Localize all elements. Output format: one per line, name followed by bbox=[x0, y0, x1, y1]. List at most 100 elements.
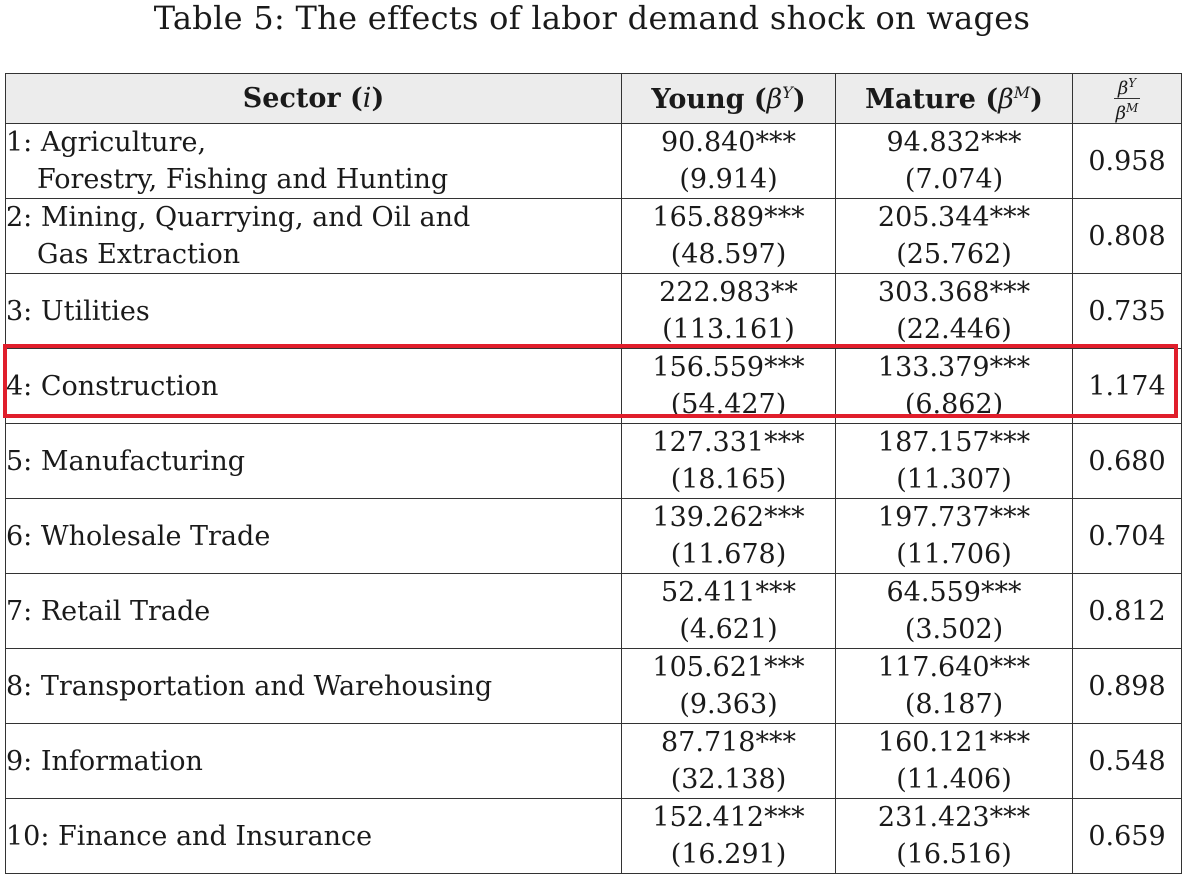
header-row: Sector (i) Young (βY) Mature (βM) βY βM bbox=[5, 73, 1182, 124]
young-coefficient: 127.331*** bbox=[652, 427, 805, 458]
mature-std-error: (6.862) bbox=[904, 389, 1004, 420]
young-coefficient: 90.840*** bbox=[661, 127, 796, 158]
young-coef-cell: 127.331*** (18.165) bbox=[621, 423, 836, 499]
mature-coef-cell: 133.379*** (6.862) bbox=[835, 348, 1073, 424]
young-coefficient: 152.412*** bbox=[652, 802, 805, 833]
table-row: 4: Construction 156.559*** (54.427) 133.379… bbox=[5, 348, 1182, 424]
young-std-error: (32.138) bbox=[670, 764, 787, 795]
header-ratio: βY βM bbox=[1072, 73, 1182, 124]
ratio-cell: 0.548 bbox=[1072, 723, 1182, 799]
ratio-cell: 0.958 bbox=[1072, 123, 1182, 199]
sector-name-continued: Forestry, Fishing and Hunting bbox=[37, 164, 449, 195]
sector-cell: 2: Mining, Quarrying, and Oil and Gas Ext… bbox=[5, 198, 622, 274]
young-coefficient: 156.559*** bbox=[652, 352, 805, 383]
sector-name: 8: Transportation and Warehousing bbox=[6, 670, 493, 702]
sector-name: 1: Agriculture, bbox=[6, 127, 207, 158]
mature-coef-cell: 117.640*** (8.187) bbox=[835, 648, 1073, 724]
mature-coef-cell: 197.737*** (11.706) bbox=[835, 498, 1073, 574]
mature-std-error: (16.516) bbox=[896, 839, 1012, 870]
young-coef-cell: 87.718*** (32.138) bbox=[621, 723, 836, 799]
sector-name: 9: Information bbox=[6, 745, 203, 777]
mature-coef-cell: 64.559*** (3.502) bbox=[835, 573, 1073, 649]
mature-coefficient: 94.832*** bbox=[886, 127, 1022, 158]
mature-coefficient: 64.559*** bbox=[886, 577, 1022, 608]
mature-std-error: (11.406) bbox=[896, 764, 1012, 795]
mature-coefficient: 117.640*** bbox=[877, 652, 1031, 683]
young-coefficient: 222.983** bbox=[659, 277, 798, 308]
young-coef-cell: 165.889*** (48.597) bbox=[621, 198, 836, 274]
ratio-cell: 1.174 bbox=[1072, 348, 1182, 424]
table-row: 10: Finance and Insurance 152.412*** (16.2… bbox=[5, 798, 1182, 874]
young-std-error: (18.165) bbox=[670, 464, 787, 495]
mature-coefficient: 160.121*** bbox=[877, 727, 1031, 758]
table-row: 3: Utilities 222.983** (113.161) 303.368***… bbox=[5, 273, 1182, 349]
ratio-cell: 0.680 bbox=[1072, 423, 1182, 499]
header-mature: Mature (βM) bbox=[835, 73, 1073, 124]
sector-cell: 4: Construction bbox=[5, 348, 622, 424]
mature-coef-cell: 205.344*** (25.762) bbox=[835, 198, 1073, 274]
young-coef-cell: 52.411*** (4.621) bbox=[621, 573, 836, 649]
mature-std-error: (11.307) bbox=[896, 464, 1012, 495]
mature-std-error: (22.446) bbox=[896, 314, 1012, 345]
sector-cell: 1: Agriculture, Forestry, Fishing and Hun… bbox=[5, 123, 622, 199]
ratio-cell: 0.704 bbox=[1072, 498, 1182, 574]
sector-cell: 6: Wholesale Trade bbox=[5, 498, 622, 574]
ratio-cell: 0.812 bbox=[1072, 573, 1182, 649]
table-row: 7: Retail Trade 52.411*** (4.621) 64.559***… bbox=[5, 573, 1182, 649]
mature-std-error: (8.187) bbox=[904, 689, 1004, 720]
sector-cell: 10: Finance and Insurance bbox=[5, 798, 622, 874]
mature-std-error: (7.074) bbox=[904, 164, 1004, 195]
young-coef-cell: 152.412*** (16.291) bbox=[621, 798, 836, 874]
mature-coefficient: 197.737*** bbox=[877, 502, 1031, 533]
sector-cell: 5: Manufacturing bbox=[5, 423, 622, 499]
mature-coef-cell: 160.121*** (11.406) bbox=[835, 723, 1073, 799]
mature-coef-cell: 303.368*** (22.446) bbox=[835, 273, 1073, 349]
young-coefficient: 52.411*** bbox=[661, 577, 796, 608]
sector-name-continued: Gas Extraction bbox=[37, 239, 241, 270]
sector-name: 5: Manufacturing bbox=[6, 445, 246, 477]
mature-coefficient: 133.379*** bbox=[877, 352, 1031, 383]
mature-coef-cell: 187.157*** (11.307) bbox=[835, 423, 1073, 499]
mature-std-error: (3.502) bbox=[904, 614, 1004, 645]
young-std-error: (9.914) bbox=[679, 164, 778, 195]
young-std-error: (48.597) bbox=[670, 239, 787, 270]
mature-coefficient: 205.344*** bbox=[877, 202, 1031, 233]
sector-name: 2: Mining, Quarrying, and Oil and bbox=[6, 202, 471, 233]
mature-coefficient: 187.157*** bbox=[877, 427, 1031, 458]
mature-std-error: (25.762) bbox=[896, 239, 1012, 270]
mature-coefficient: 303.368*** bbox=[877, 277, 1031, 308]
mature-coef-cell: 94.832*** (7.074) bbox=[835, 123, 1073, 199]
sector-name: 6: Wholesale Trade bbox=[6, 520, 271, 552]
ratio-cell: 0.735 bbox=[1072, 273, 1182, 349]
ratio-cell: 0.659 bbox=[1072, 798, 1182, 874]
table-caption: Table 5: The effects of labor demand sho… bbox=[153, 0, 1031, 37]
young-coef-cell: 139.262*** (11.678) bbox=[621, 498, 836, 574]
sector-name: 3: Utilities bbox=[6, 295, 150, 327]
table-row: 2: Mining, Quarrying, and Oil and Gas Ext… bbox=[5, 198, 1182, 274]
sector-cell: 8: Transportation and Warehousing bbox=[5, 648, 622, 724]
young-std-error: (16.291) bbox=[670, 839, 787, 870]
mature-std-error: (11.706) bbox=[896, 539, 1012, 570]
table-row: 5: Manufacturing 127.331*** (18.165) 187.15… bbox=[5, 423, 1182, 499]
young-std-error: (54.427) bbox=[670, 389, 787, 420]
sector-name: 10: Finance and Insurance bbox=[6, 820, 373, 852]
young-std-error: (9.363) bbox=[679, 689, 778, 720]
young-coef-cell: 105.621*** (9.363) bbox=[621, 648, 836, 724]
table-row: 8: Transportation and Warehousing 105.621… bbox=[5, 648, 1182, 724]
table-row: 1: Agriculture, Forestry, Fishing and Hun… bbox=[5, 123, 1182, 199]
mature-coefficient: 231.423*** bbox=[877, 802, 1031, 833]
young-coefficient: 139.262*** bbox=[652, 502, 805, 533]
young-coef-cell: 90.840*** (9.914) bbox=[621, 123, 836, 199]
ratio-cell: 0.898 bbox=[1072, 648, 1182, 724]
young-coef-cell: 156.559*** (54.427) bbox=[621, 348, 836, 424]
table-row: 6: Wholesale Trade 139.262*** (11.678) 197.… bbox=[5, 498, 1182, 574]
sector-cell: 7: Retail Trade bbox=[5, 573, 622, 649]
young-coefficient: 105.621*** bbox=[652, 652, 805, 683]
sector-name: 4: Construction bbox=[6, 370, 219, 402]
young-coef-cell: 222.983** (113.161) bbox=[621, 273, 836, 349]
young-coefficient: 165.889*** bbox=[652, 202, 805, 233]
young-std-error: (113.161) bbox=[662, 314, 795, 345]
header-sector: Sector (i) bbox=[5, 73, 622, 124]
sector-cell: 3: Utilities bbox=[5, 273, 622, 349]
header-young: Young (βY) bbox=[621, 73, 836, 124]
